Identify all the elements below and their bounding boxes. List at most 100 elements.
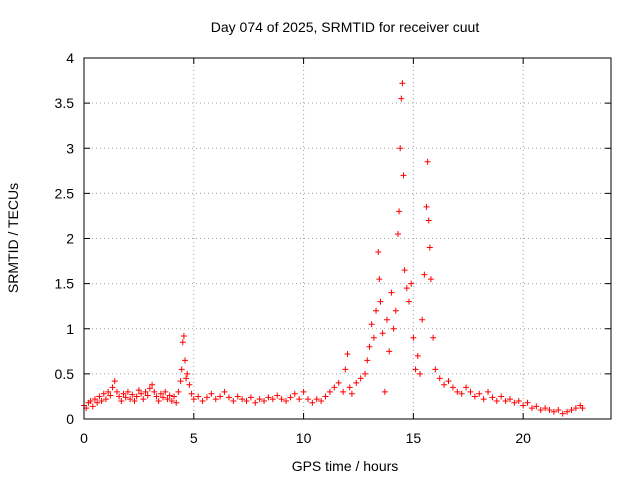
data-point [564,408,571,415]
y-tick-label: 0 [66,411,74,427]
x-tick-label: 20 [515,430,531,446]
data-point [346,384,353,391]
y-axis-label: SRMTID / TECUs [5,183,21,293]
data-point [412,366,419,373]
data-point [471,393,478,400]
data-point [515,397,522,404]
data-point [364,357,371,364]
data-point [370,334,377,341]
data-point [183,375,190,382]
data-point [366,343,373,350]
y-tick-label: 0.5 [55,366,75,382]
data-point [395,230,402,237]
data-point [212,396,219,403]
data-point [373,307,380,314]
data-point [511,399,518,406]
y-tick-label: 2.5 [55,185,75,201]
data-point [436,375,443,382]
data-point [256,396,263,403]
data-point [178,366,185,373]
data-point [398,95,405,102]
data-point [109,384,116,391]
plot-frame [83,57,612,420]
data-point [348,390,355,397]
data-point [318,397,325,404]
data-point [146,385,153,392]
data-point [423,203,430,210]
data-point [203,394,210,401]
data-point [269,396,276,403]
data-point [188,390,195,397]
data-point [243,397,250,404]
x-tick-label: 0 [80,430,88,446]
data-point [291,390,298,397]
data-point [542,405,549,412]
data-point [252,399,259,406]
data-point [265,394,272,401]
data-point [179,339,186,346]
data-point [353,379,360,386]
data-point [300,388,307,395]
y-tick-label: 2 [66,231,74,247]
grid [84,58,611,419]
data-point [94,399,101,406]
data-point [572,405,579,412]
data-point [381,388,388,395]
data-point [467,388,474,395]
data-point [399,80,406,87]
x-tick-label: 15 [406,430,422,446]
data-point [155,397,162,404]
data-point [129,391,136,398]
data-point [313,396,320,403]
data-point [376,276,383,283]
data-point [568,406,575,413]
data-point [463,384,470,391]
y-tick-label: 1.5 [55,276,75,292]
data-point [184,370,191,377]
data-point [342,366,349,373]
data-point [160,394,167,401]
data-point [168,397,175,404]
data-point [384,316,391,323]
data-point [396,208,403,215]
data-point [171,393,178,400]
y-tick-label: 1 [66,321,74,337]
data-point [144,392,151,399]
data-point [368,321,375,328]
data-point [397,145,404,152]
data-point [287,394,294,401]
data-point [546,406,553,413]
ticks [83,57,611,420]
data-point [186,381,193,388]
data-point [138,390,145,397]
data-point [89,403,96,410]
data-point [247,394,254,401]
data-point [392,307,399,314]
data-point [401,267,408,274]
data-point [480,396,487,403]
chart-title: Day 074 of 2025, SRMTID for receiver cuu… [211,19,480,35]
data-point [153,393,160,400]
data-point [493,397,500,404]
data-point [162,388,169,395]
data-point [400,172,407,179]
data-point [225,394,232,401]
data-point [427,276,434,283]
data-point [261,397,268,404]
data-point [550,408,557,415]
data-point [426,244,433,251]
data-point [388,289,395,296]
data-point [98,397,105,404]
data-point [430,334,437,341]
y-tick-labels: 0 0.5 1 1.5 2 2.5 3 3.5 4 [55,50,75,427]
data-point [322,393,329,400]
data-point [421,271,428,278]
data-point [135,387,142,394]
data-point [489,394,496,401]
data-point [304,396,311,403]
data-points [81,80,586,417]
data-point [283,397,290,404]
data-point [116,393,123,400]
data-point [416,370,423,377]
